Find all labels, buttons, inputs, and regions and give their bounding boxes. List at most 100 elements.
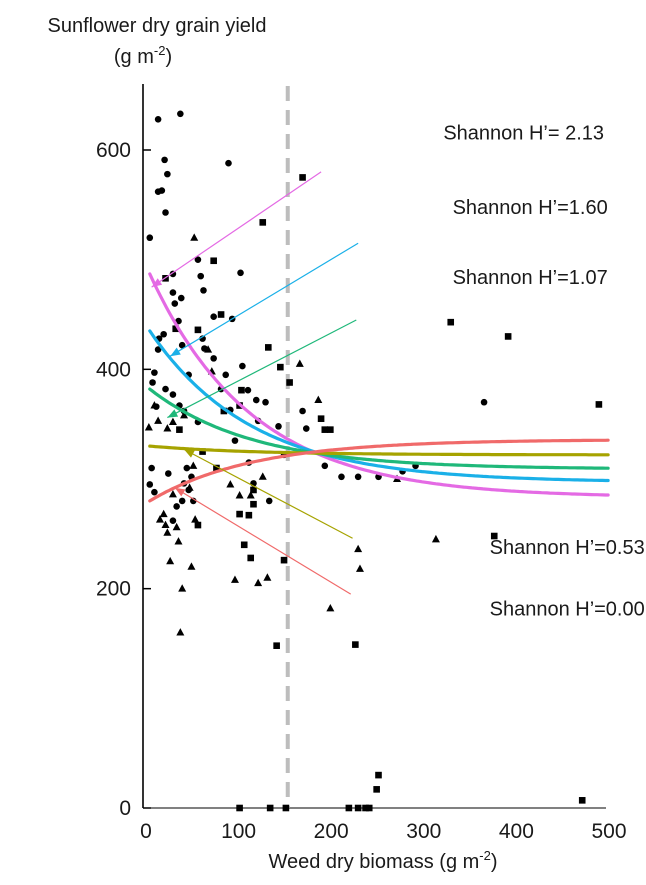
data-point-square: [213, 464, 220, 472]
y-tick-label: 200: [96, 578, 131, 601]
data-point-square: [250, 500, 257, 508]
data-point-circle: [354, 473, 362, 481]
data-point-square: [345, 804, 353, 812]
data-point-circle: [148, 464, 155, 472]
data-point-square: [259, 219, 267, 226]
curve-h213: [148, 272, 610, 497]
annotation-label-h053: Shannon H’=0.53: [490, 537, 645, 559]
curve-h053: [148, 444, 610, 457]
data-point-square: [240, 541, 248, 549]
data-point-triangle: [163, 424, 172, 432]
data-point-triangle: [161, 520, 170, 529]
data-point-square: [352, 641, 359, 648]
data-point-circle: [480, 398, 488, 406]
data-point-square: [266, 804, 274, 812]
data-point-square: [504, 333, 512, 340]
data-point-circle: [178, 497, 186, 505]
data-point-triangle: [163, 528, 172, 536]
data-point-triangle: [159, 509, 168, 518]
data-point-square: [236, 510, 243, 518]
data-point-circle: [173, 503, 180, 510]
arrowhead-h053: [184, 449, 195, 458]
data-point-circle: [222, 371, 230, 379]
data-point-triangle: [166, 556, 175, 565]
data-point-circle: [169, 391, 177, 398]
arrowhead-h160: [170, 347, 181, 357]
data-point-circle: [154, 115, 162, 123]
data-point-triangle: [144, 423, 153, 431]
y-axis-title-line1: Sunflower dry grain yield: [48, 15, 267, 37]
data-point-triangle: [355, 564, 364, 572]
data-point-circle: [321, 462, 329, 470]
curve-h000: [148, 438, 610, 503]
data-point-triangle: [235, 491, 244, 499]
data-point-square: [280, 556, 288, 564]
data-point-square: [236, 804, 243, 812]
data-point-circle: [151, 488, 158, 496]
data-point-circle: [146, 481, 154, 488]
arrowhead-h000: [174, 487, 186, 497]
curve-annotations: Shannon H’= 2.13 Shannon H’=1.60 Shannon H…: [151, 122, 645, 620]
data-point-square: [176, 426, 183, 433]
data-point-square: [282, 804, 290, 812]
data-point-circle: [194, 256, 202, 263]
data-point-circle: [252, 396, 260, 404]
data-point-circle: [239, 362, 246, 370]
data-point-triangle: [191, 515, 200, 523]
data-point-triangle: [226, 480, 235, 488]
x-tick-label: 0: [140, 820, 152, 843]
data-point-triangle: [230, 575, 239, 583]
data-point-circle: [265, 497, 273, 505]
data-point-circle: [162, 209, 169, 216]
data-point-square: [373, 786, 380, 793]
annotation-label-h160: Shannon H’=1.60: [453, 197, 608, 219]
x-tick-label: 400: [499, 820, 534, 843]
data-point-triangle: [172, 522, 181, 531]
data-point-circle: [338, 473, 345, 481]
data-point-triangle: [431, 534, 440, 543]
data-point-triangle: [168, 489, 177, 498]
x-tick-label: 100: [221, 820, 256, 843]
data-point-triangle: [150, 401, 159, 409]
data-point-circle: [158, 187, 166, 194]
data-point-square: [277, 363, 284, 371]
data-point-circle: [169, 289, 177, 296]
data-point-circle: [302, 425, 310, 432]
data-point-circle: [199, 335, 206, 342]
data-point-circle: [169, 270, 177, 278]
data-point-square: [217, 311, 225, 318]
data-point-square: [447, 318, 455, 326]
arrowhead-h213: [151, 278, 163, 288]
data-point-circle: [244, 386, 252, 394]
data-point-square: [327, 426, 334, 433]
y-tick-label: 400: [96, 358, 131, 381]
data-point-circle: [149, 379, 156, 386]
data-point-triangle: [180, 410, 189, 419]
data-point-circle: [210, 313, 217, 320]
data-point-square: [245, 511, 253, 519]
data-point-square: [354, 804, 362, 812]
y-tick-label: 0: [119, 797, 131, 820]
data-point-triangle: [155, 515, 164, 523]
data-point-triangle: [263, 573, 272, 581]
data-point-circle: [262, 398, 269, 406]
data-point-triangle: [178, 584, 187, 592]
data-point-square: [299, 174, 306, 181]
data-point-square: [365, 804, 373, 812]
y-tick-label: 600: [96, 139, 131, 162]
data-point-triangle: [187, 562, 196, 570]
y-axis-title-line2: (g m-2): [114, 43, 172, 68]
annotation-label-h107: Shannon H’=1.07: [453, 267, 608, 289]
data-point-square: [321, 426, 329, 433]
data-point-square: [250, 486, 257, 494]
data-point-circle: [164, 170, 171, 178]
data-points: [144, 110, 603, 812]
data-point-circle: [275, 423, 282, 430]
data-point-square: [286, 379, 293, 386]
curve-h107: [148, 387, 610, 470]
data-point-triangle: [326, 604, 335, 612]
arrowhead-h107: [167, 409, 179, 418]
data-point-circle: [237, 269, 244, 277]
data-point-circle: [171, 300, 179, 307]
